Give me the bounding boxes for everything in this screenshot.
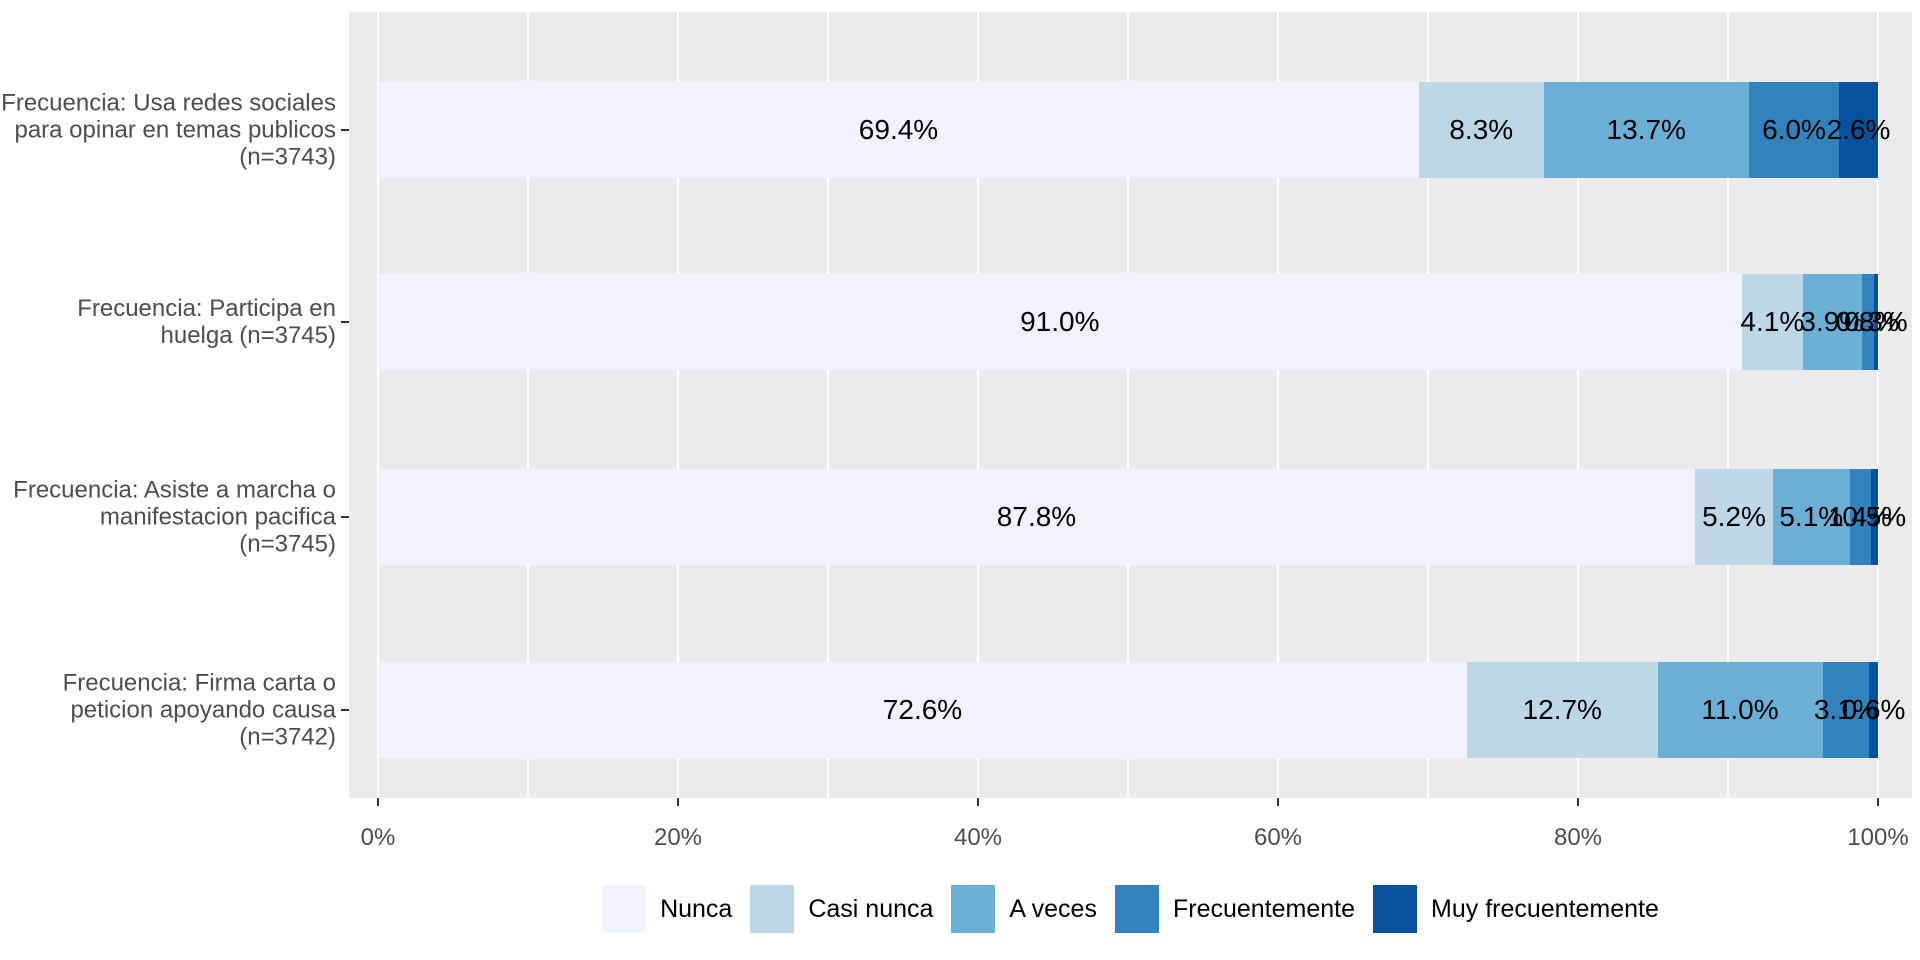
bar-value-label: 12.7% [1522,694,1602,725]
bar-value-label: 3.9% [1800,306,1865,337]
bar-value-label: 0.8% [1835,306,1900,337]
bar-value-label: 8.3% [1449,114,1514,145]
x-axis-tick-label: 0% [360,824,396,851]
minor-gridline [527,12,529,798]
bar-segment-frecuentemente [1861,274,1874,370]
bar-segment-frecuentemente [1822,662,1869,758]
bar-row: 69.4% 8.3% 13.7% 6.0% 2.6% [349,82,1912,178]
legend-item-nunca: Nunca [602,885,732,933]
bar-row: 91.0% 4.1% 3.9% 0.8% 0.3% [349,274,1912,370]
x-axis-tick-label: 20% [653,824,703,851]
y-axis-tick [341,516,349,518]
bar-segment-casi-nunca [1419,82,1544,178]
bar-segment-muy-frecuentemente [1870,469,1878,565]
minor-gridline [1427,12,1429,798]
bar-segment-nunca [378,662,1467,758]
legend-label: A veces [1009,894,1097,923]
y-axis-tick [341,709,349,711]
plot-panel: 69.4% 8.3% 13.7% 6.0% 2.6% 91.0% 4.1% 3.9% 0.8% 0… [349,12,1912,798]
bar-segment-nunca [378,82,1419,178]
bar-segment-nunca [378,274,1742,370]
x-axis-tick [1577,798,1579,806]
bar-segment-a-veces [1803,274,1862,370]
bar-segment-nunca [378,469,1695,565]
x-axis-tick-label: 80% [1553,824,1603,851]
legend: Nunca Casi nunca A veces Frecuentemente Muy … [349,884,1912,934]
major-gridline [1276,12,1280,798]
y-axis-tick [341,321,349,323]
legend-label: Nunca [660,894,733,923]
x-axis-tick-label: 60% [1253,824,1303,851]
x-axis-tick [1277,798,1279,806]
x-axis-tick-label: 40% [953,824,1003,851]
bar-value-label: 11.0% [1701,694,1779,725]
bar-segment-frecuentemente [1849,469,1871,565]
bar-value-label: 13.7% [1606,114,1686,145]
legend-label: Casi nunca [808,894,934,923]
major-gridline [1576,12,1580,798]
bar-value-label: 4.1% [1740,306,1805,337]
bar-row: 72.6% 12.7% 11.0% 3.1% 0.6% [349,662,1912,758]
bar-segment-a-veces [1543,82,1749,178]
bar-value-label: 3.1% [1813,694,1878,725]
bar-value-label: 87.8% [996,501,1077,532]
major-gridline [676,12,680,798]
bar-value-label: 0.3% [1843,306,1908,337]
bar-segment-casi-nunca [1741,274,1804,370]
legend-swatch-icon [1114,885,1159,933]
x-axis-tick [377,798,379,806]
legend-swatch-icon [602,885,647,933]
bar-segment-muy-frecuentemente [1873,274,1878,370]
bar-segment-casi-nunca [1467,662,1658,758]
bar-value-label: 5.1% [1779,501,1844,532]
bar-value-label: 0.5% [1842,501,1907,532]
bar-value-label: 5.2% [1702,501,1766,532]
bar-row: 87.8% 5.2% 5.1% 1.4% 0.5% [349,469,1912,565]
x-axis-tick [1877,798,1879,806]
bar-value-label: 69.4% [858,114,939,145]
minor-gridline [1727,12,1729,798]
major-gridline [1876,12,1880,798]
legend-swatch-icon [750,885,795,933]
major-gridline [976,12,980,798]
bar-value-label: 91.0% [1020,306,1100,337]
x-axis-tick [677,798,679,806]
bar-value-label: 6.0% [1762,114,1826,145]
x-axis-tick [977,798,979,806]
bar-segment-muy-frecuentemente [1869,662,1878,758]
legend-swatch-icon [1373,885,1418,933]
legend-item-casi-nunca: Casi nunca [750,885,933,933]
x-axis-tick-label: 100% [1847,824,1909,851]
minor-gridline [1127,12,1129,798]
bar-value-label: 2.6% [1826,114,1891,145]
bar-value-label: 72.6% [882,694,963,725]
y-axis-tick [341,129,349,131]
y-axis-category-label: Frecuencia: Firma carta o peticion apoyan… [62,669,336,751]
y-axis-category-label: Frecuencia: Participa en huelga (n=3745) [77,295,336,349]
major-gridline [376,12,380,798]
bar-segment-casi-nunca [1695,469,1773,565]
legend-label: Muy frecuentemente [1431,894,1659,923]
legend-item-a-veces: A veces [951,885,1097,933]
minor-gridline [827,12,829,798]
bar-segment-frecuentemente [1749,82,1839,178]
legend-label: Frecuentemente [1172,894,1356,923]
y-axis-category-label: Frecuencia: Asiste a marcha o manifestaci… [13,476,336,558]
bar-segment-muy-frecuentemente [1839,82,1878,178]
legend-item-frecuentemente: Frecuentemente [1114,885,1356,933]
bar-segment-a-veces [1773,469,1850,565]
bar-segment-a-veces [1657,662,1823,758]
bar-value-label: 0.6% [1841,694,1906,725]
legend-swatch-icon [951,885,996,933]
legend-item-muy-frecuentemente: Muy frecuentemente [1373,885,1659,933]
bar-value-label: 1.4% [1828,501,1892,532]
y-axis-category-label: Frecuencia: Usa redes sociales para opina… [1,89,336,171]
